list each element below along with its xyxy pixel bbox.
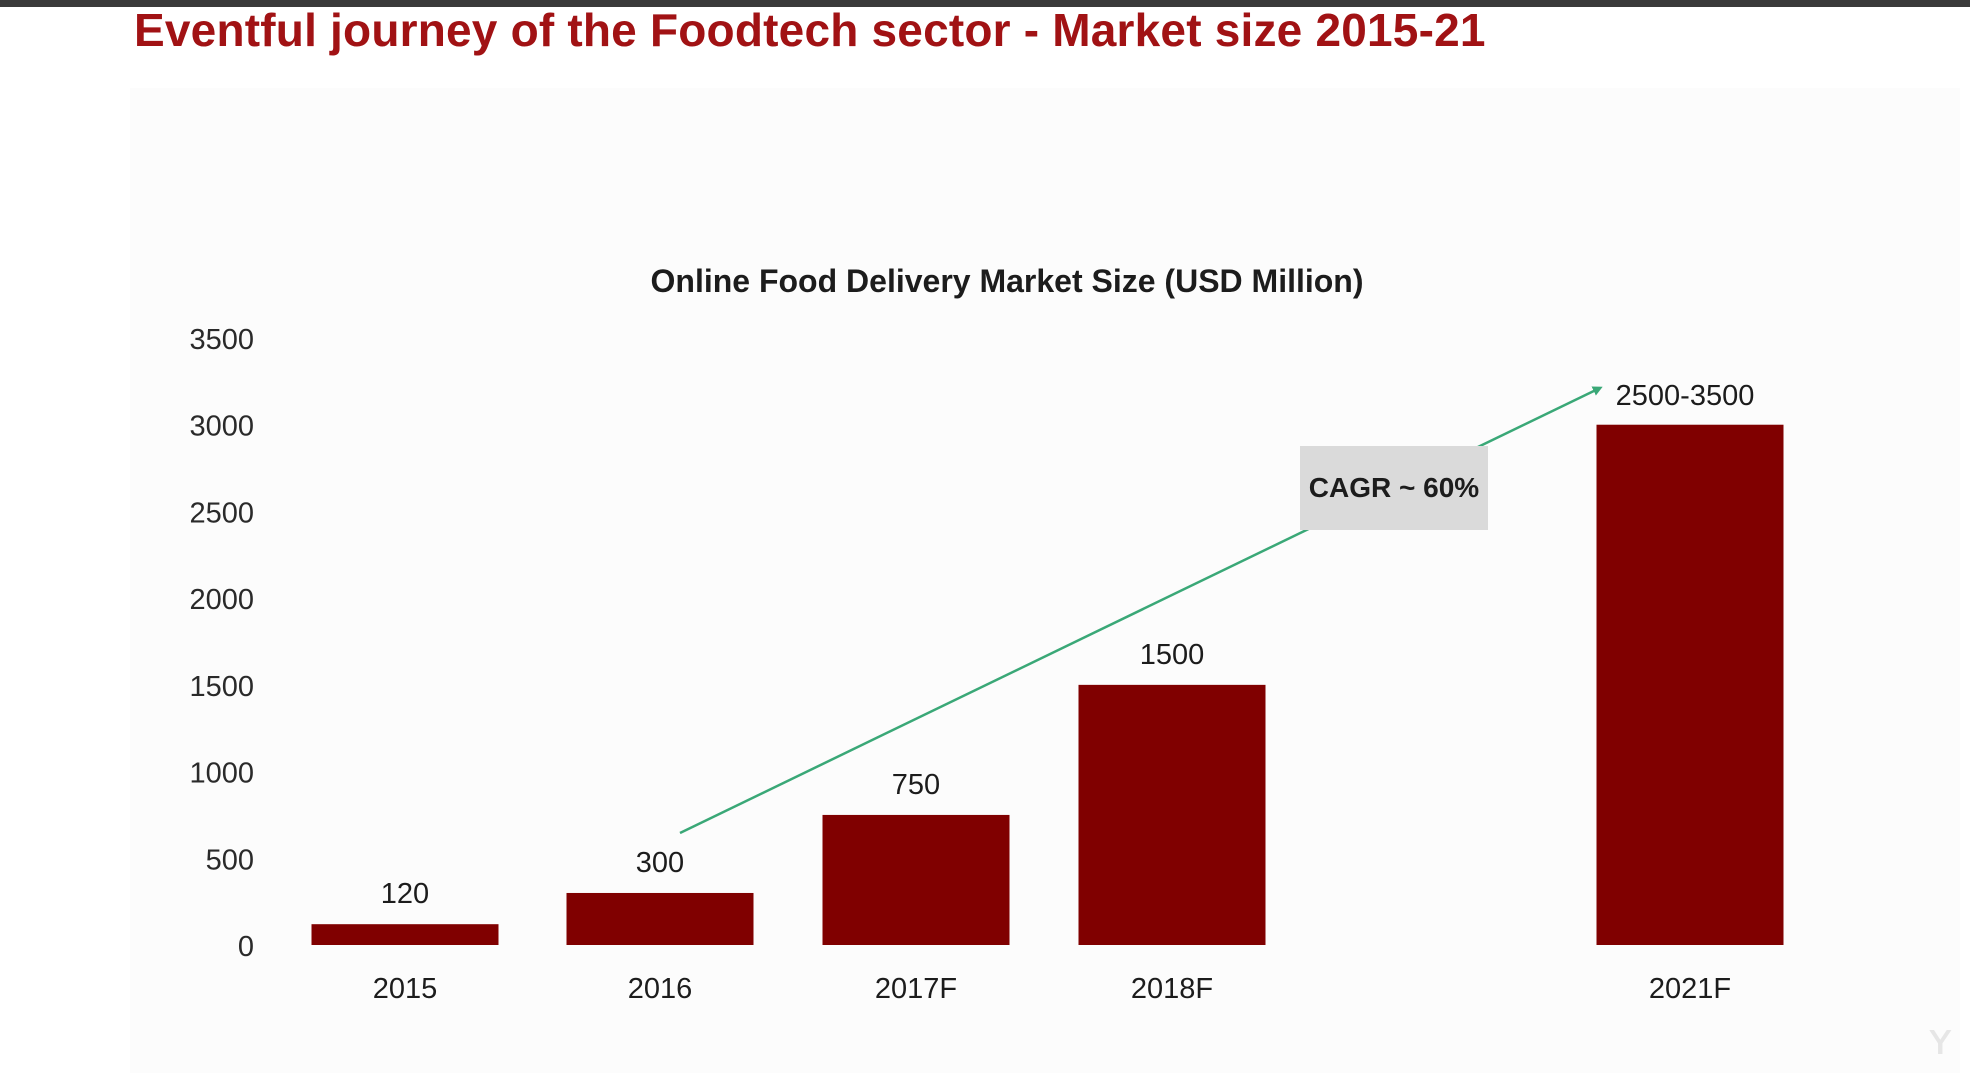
y-axis-ticks: 0 500 1000 1500 2000 2500 3000 3500 xyxy=(189,324,254,963)
slide-title: Eventful journey of the Foodtech sector … xyxy=(134,4,1486,56)
data-label: 750 xyxy=(892,769,940,801)
y-tick-label: 3000 xyxy=(189,411,254,443)
x-axis-ticks: 2015 2016 2017F 2018F 2021F xyxy=(373,973,1731,1005)
data-label: 300 xyxy=(636,847,684,879)
y-tick-label: 500 xyxy=(206,844,254,876)
bar-2018f xyxy=(1078,684,1266,945)
x-tick-label: 2015 xyxy=(373,973,438,1005)
data-label: 120 xyxy=(381,878,429,910)
cagr-label: CAGR ~ 60% xyxy=(1309,472,1479,503)
bar-2017f xyxy=(822,814,1010,945)
data-label: 2500-3500 xyxy=(1616,380,1755,412)
cagr-annotation: CAGR ~ 60% xyxy=(679,386,1603,835)
x-tick-label: 2021F xyxy=(1649,973,1731,1005)
bar-2016 xyxy=(566,892,754,945)
x-tick-label: 2017F xyxy=(875,973,957,1005)
x-tick-label: 2018F xyxy=(1131,973,1213,1005)
y-tick-label: 2500 xyxy=(189,497,254,529)
y-tick-label: 1500 xyxy=(189,671,254,703)
watermark-logo: ʏ xyxy=(1927,1014,1954,1065)
bars xyxy=(311,424,1784,945)
top-border xyxy=(0,0,1970,7)
y-tick-label: 3500 xyxy=(189,324,254,356)
chart-panel: Online Food Delivery Market Size (USD Mi… xyxy=(130,88,1960,1073)
y-tick-label: 1000 xyxy=(189,758,254,790)
cagr-label-box xyxy=(1300,446,1488,530)
data-label: 1500 xyxy=(1140,639,1205,671)
data-labels: 120 300 750 1500 2500-3500 xyxy=(381,380,1755,910)
bar-2021f xyxy=(1596,424,1784,945)
bar-chart: Online Food Delivery Market Size (USD Mi… xyxy=(189,263,1784,1005)
y-tick-label: 2000 xyxy=(189,584,254,616)
chart-title: Online Food Delivery Market Size (USD Mi… xyxy=(651,263,1364,299)
bar-2015 xyxy=(311,924,499,945)
x-tick-label: 2016 xyxy=(628,973,693,1005)
y-tick-label: 0 xyxy=(238,931,254,963)
